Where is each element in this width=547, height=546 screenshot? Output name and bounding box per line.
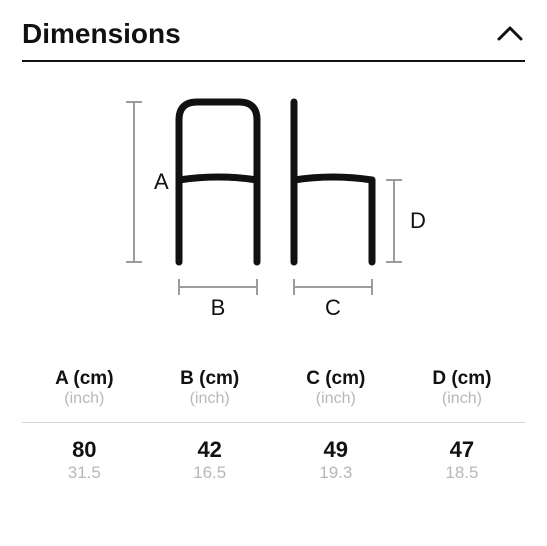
chevron-up-icon[interactable]	[495, 24, 525, 44]
table-header-row: A (cm) B (cm) C (cm) D (cm)	[22, 362, 525, 390]
table-inch-row: 31.5 16.5 19.3 18.5	[22, 463, 525, 483]
inch-value: 31.5	[68, 463, 101, 482]
col-subheader: (inch)	[64, 390, 104, 407]
svg-text:D: D	[410, 208, 426, 233]
col-subheader: (inch)	[442, 390, 482, 407]
col-header: D (cm)	[432, 368, 491, 389]
col-subheader: (inch)	[190, 390, 230, 407]
svg-text:C: C	[325, 295, 341, 320]
svg-text:B: B	[210, 295, 225, 320]
section-header[interactable]: Dimensions	[22, 18, 525, 62]
dimension-diagram: A D B C	[22, 92, 525, 332]
section-title: Dimensions	[22, 18, 181, 50]
cm-value: 42	[197, 437, 221, 462]
cm-value: 49	[324, 437, 348, 462]
inch-value: 16.5	[193, 463, 226, 482]
col-header: B (cm)	[180, 368, 239, 389]
col-subheader: (inch)	[316, 390, 356, 407]
col-header: C (cm)	[306, 368, 365, 389]
table-value-row: 80 42 49 47	[22, 423, 525, 464]
cm-value: 47	[450, 437, 474, 462]
col-header: A (cm)	[55, 368, 113, 389]
inch-value: 19.3	[319, 463, 352, 482]
svg-text:A: A	[154, 169, 169, 194]
inch-value: 18.5	[445, 463, 478, 482]
cm-value: 80	[72, 437, 96, 462]
dimensions-table: A (cm) B (cm) C (cm) D (cm) (inch) (inch…	[22, 362, 525, 483]
table-subheader-row: (inch) (inch) (inch) (inch)	[22, 390, 525, 423]
